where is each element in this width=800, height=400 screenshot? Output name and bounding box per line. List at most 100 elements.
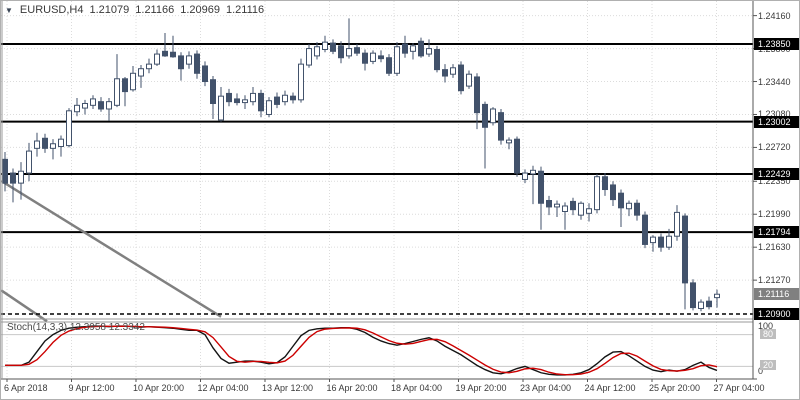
candle-body [330, 42, 336, 52]
candle-body [362, 52, 368, 64]
candle-body [226, 92, 232, 103]
candle-body [378, 55, 384, 60]
candle-body [298, 63, 304, 101]
candle-body [26, 150, 32, 174]
candle-body [98, 101, 104, 110]
candle-body [650, 236, 656, 244]
candle-body [386, 57, 392, 74]
candle-body [138, 68, 144, 77]
candle-body [642, 214, 648, 245]
candle-body [698, 301, 704, 310]
candle-body [314, 46, 320, 57]
price-badge-1.21794: 1.21794 [754, 226, 799, 239]
candle-body [714, 293, 720, 299]
price-tick-label: 1.22350 [758, 176, 791, 187]
candle-body [450, 67, 456, 75]
candle-body [418, 40, 424, 57]
candle-body [538, 170, 544, 204]
price-tick-label: 1.21270 [758, 275, 791, 286]
candle-body [562, 205, 568, 212]
candle-body [666, 235, 672, 248]
stochastic-label: Stoch(14,3,3) 12.3958 12.3342 [7, 322, 145, 333]
candle-body [146, 63, 152, 70]
candle-body [618, 192, 624, 209]
candle-body [2, 158, 8, 184]
candle-body [58, 138, 64, 148]
candle-body [130, 72, 136, 91]
time-axis-label: 13 Apr 12:00 [262, 383, 314, 393]
candle-body [10, 172, 16, 184]
candle-body [210, 79, 216, 104]
stochastic-d-value: 12.3342 [108, 322, 145, 333]
candle-body [178, 55, 184, 70]
candle-body [50, 143, 56, 149]
stochastic-k-value: 12.3958 [69, 322, 106, 333]
time-axis-label: 10 Apr 20:00 [133, 383, 185, 393]
stoch-scale-bottom: 0 [758, 366, 764, 376]
candle-body [346, 48, 352, 57]
chart-title-bar: ▼ EURUSD,H4 1.21079 1.21166 1.20969 1.21… [5, 4, 266, 16]
candle-body [466, 73, 472, 87]
candle-body [498, 112, 504, 141]
candle-body [354, 47, 360, 54]
time-axis-label: 23 Apr 04:00 [520, 383, 572, 393]
candle-body [522, 172, 528, 180]
ohlc-low: 1.20969 [180, 4, 220, 16]
price-badge-1.21116: 1.21116 [754, 288, 799, 301]
candle-body [442, 69, 448, 77]
price-tick-label: 1.21630 [758, 242, 791, 253]
trend-line [1, 179, 222, 318]
price-badge-1.23850: 1.23850 [754, 38, 799, 50]
stoch-level-badge-80: 80 [760, 328, 777, 339]
candle-body [634, 202, 640, 216]
candle-body [658, 236, 664, 248]
candle-body [514, 138, 520, 174]
candle-body [458, 64, 464, 92]
candle-body [394, 46, 400, 74]
candle-body [410, 45, 416, 52]
candle-body [34, 140, 40, 149]
candle-body [506, 139, 512, 144]
candle-body [266, 100, 272, 115]
price-tick-label: 1.23080 [758, 109, 791, 120]
candle-body [546, 200, 552, 208]
candle-body [610, 184, 616, 201]
candle-body [338, 45, 344, 59]
trend-line [1, 289, 48, 323]
symbol-label: EURUSD,H4 [19, 4, 84, 16]
candle-body [706, 300, 712, 308]
candle-body [170, 51, 176, 58]
candle-body [586, 208, 592, 214]
ohlc-close: 1.21116 [225, 4, 265, 16]
candle-body [18, 170, 24, 184]
candle-body [106, 101, 112, 110]
candle-body [482, 103, 488, 128]
time-axis-label: 24 Apr 12:00 [584, 383, 636, 393]
candle-body [90, 98, 96, 106]
price-tick-label: 1.21990 [758, 209, 791, 220]
time-axis-label: 27 Apr 04:00 [713, 383, 765, 393]
price-badge-1.23002: 1.23002 [754, 115, 799, 128]
candle-body [306, 48, 312, 66]
price-tick-label: 1.22720 [758, 142, 791, 153]
candle-body [82, 102, 88, 109]
candle-body [114, 78, 120, 106]
price-badge-1.22429: 1.22429 [754, 168, 799, 181]
candle-body [690, 282, 696, 309]
candle-body [554, 203, 560, 208]
candle-body [74, 104, 80, 113]
candle-body [370, 52, 376, 62]
time-axis-label: 18 Apr 04:00 [391, 383, 443, 393]
time-axis-label: 25 Apr 20:00 [649, 383, 701, 393]
candle-body [602, 176, 608, 191]
candle-body [242, 99, 248, 104]
candle-body [282, 94, 288, 103]
time-axis-label: 16 Apr 20:00 [326, 383, 378, 393]
stoch-scale-top: 100 [758, 321, 774, 331]
candle-body [122, 78, 128, 93]
candle-body [202, 65, 208, 83]
candle-body [402, 43, 408, 54]
stoch-d-line [5, 325, 718, 376]
